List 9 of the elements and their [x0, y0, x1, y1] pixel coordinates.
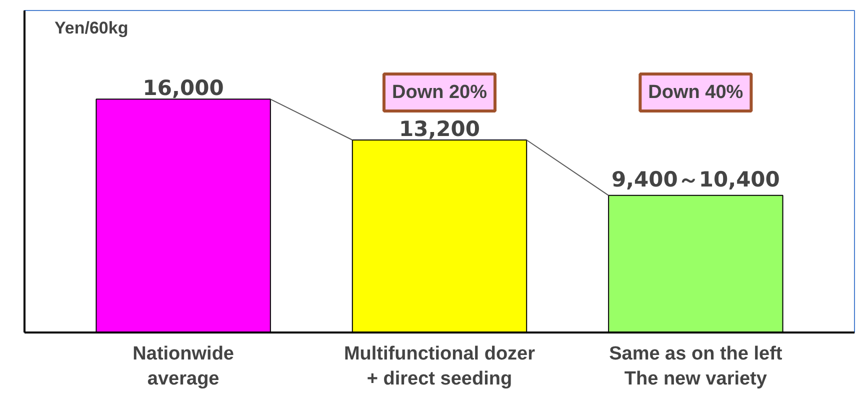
annotation: Down 20% — [392, 82, 488, 103]
y-axis-title: Yen/60kg — [54, 18, 128, 38]
x-tick-label: Multifunctional dozer + direct seeding — [344, 344, 536, 390]
annotation: Down 40% — [648, 82, 744, 103]
data-label: 9,400～10,400 — [611, 167, 780, 192]
data-label: 13,200 — [398, 117, 480, 141]
data-label: 16,000 — [142, 76, 224, 100]
x-tick-label: Same as on the left The new variety — [609, 344, 783, 390]
x-tick-label: Nationwide average — [132, 344, 234, 390]
